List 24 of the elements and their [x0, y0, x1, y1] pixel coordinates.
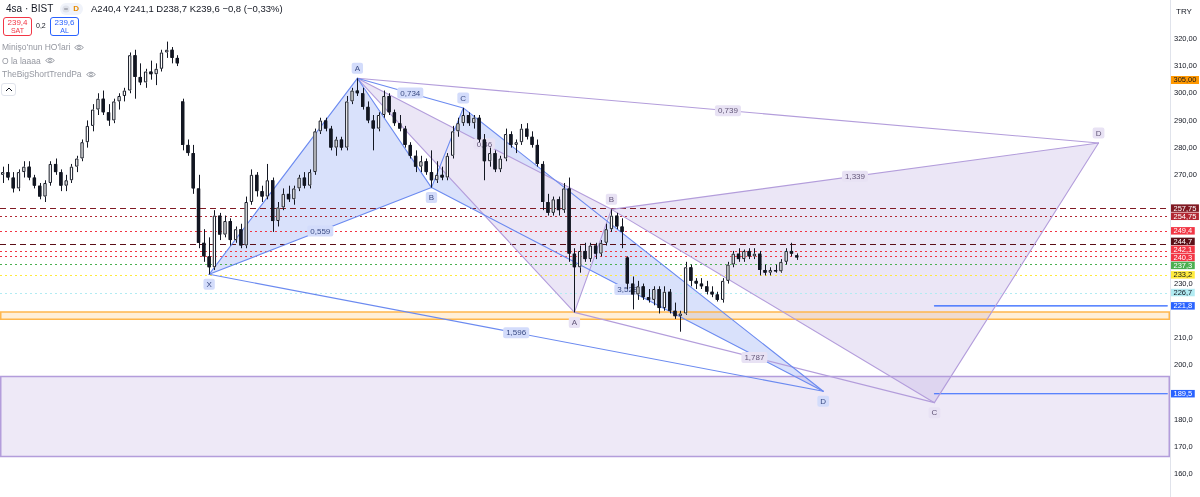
data-label: A	[571, 318, 578, 328]
series-label: 1,787	[744, 353, 765, 363]
chart-subtitle: A240,4 Y241,1 D238,7 K239,6 −0,8 (−0,33%)	[91, 3, 283, 15]
data-label: B	[608, 195, 615, 205]
series-label: 0,559	[310, 226, 331, 236]
data-label: C	[931, 408, 938, 418]
data-label: D	[820, 396, 827, 406]
annotation: O la laaaa	[2, 55, 41, 66]
data-label: A	[354, 64, 361, 74]
data-label: D	[1095, 128, 1102, 138]
chart-title: 4sa · BIST	[6, 3, 54, 15]
data-label: X	[206, 280, 213, 290]
series-label: 0,739	[717, 106, 739, 116]
y-axis-title: TRY	[1176, 7, 1193, 17]
annotation: 239,4	[6, 18, 29, 27]
series-label: 1,339	[844, 171, 866, 181]
data-label: B	[428, 193, 435, 203]
annotation: TheBigShortTrendPa	[2, 69, 82, 79]
series-label: 0,734	[400, 88, 421, 98]
annotation: 239,6	[53, 18, 76, 27]
annotation: Minişo'nun HO'lari	[2, 42, 71, 52]
data-label: C	[460, 93, 467, 103]
annotation: D	[73, 4, 80, 14]
series-label: 1,596	[506, 328, 527, 338]
